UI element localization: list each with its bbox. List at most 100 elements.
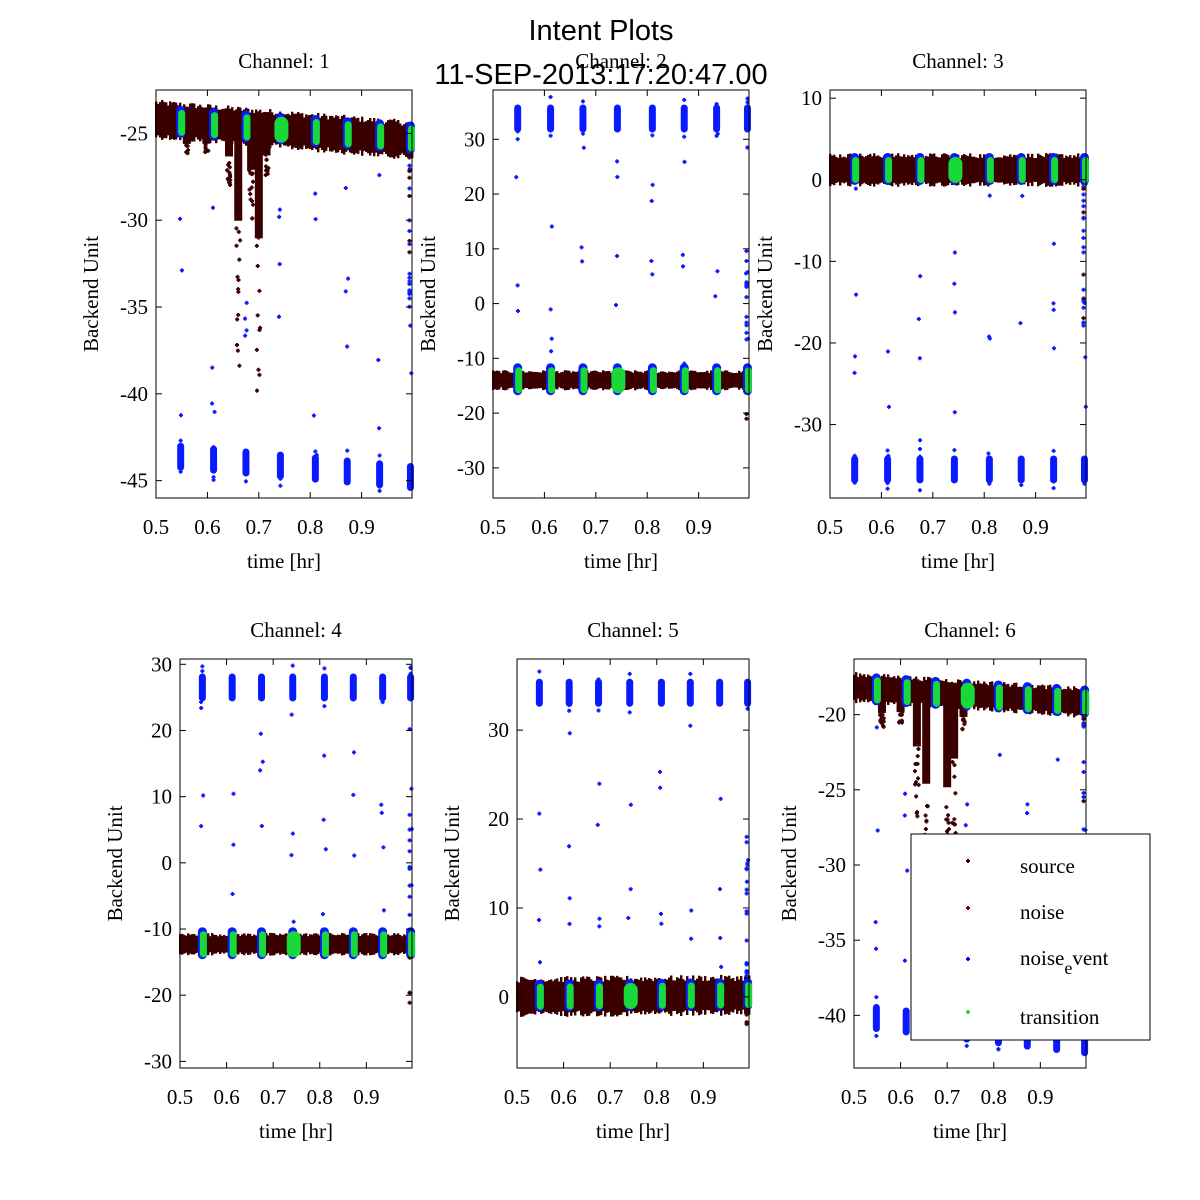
source-band-column — [891, 677, 894, 703]
source-band-column — [923, 676, 926, 708]
source-band-column — [331, 115, 334, 152]
noise-event-point — [1054, 1041, 1059, 1046]
source-band-column — [1035, 157, 1038, 182]
noise-event-point — [290, 831, 295, 836]
noise-event-point — [514, 175, 519, 180]
source-band-column — [644, 977, 647, 1015]
source-band-column — [277, 935, 280, 954]
source-band-column — [1073, 155, 1076, 185]
noise-event-point — [567, 708, 572, 713]
source-band-column — [606, 371, 609, 390]
noise-event-point — [1055, 757, 1060, 762]
source-point — [238, 238, 243, 243]
source-band-column — [959, 679, 962, 709]
source-band-column — [387, 934, 390, 955]
source-band-column — [395, 934, 398, 954]
source-band-column — [335, 935, 338, 954]
noise-event-point — [986, 451, 991, 456]
x-axis-label: time [hr] — [247, 549, 321, 573]
noise-event-point — [952, 448, 957, 453]
source-point — [924, 745, 929, 750]
noise-event-point — [289, 712, 294, 717]
source-band-column — [315, 933, 318, 956]
source-band-column — [843, 156, 846, 184]
source-point — [914, 794, 919, 799]
noise-event-point — [1081, 245, 1086, 250]
source-point — [254, 243, 259, 248]
noise-event-point — [377, 173, 382, 178]
source-point — [234, 226, 239, 231]
source-band-column — [588, 976, 591, 1016]
source-band-column — [1017, 686, 1020, 710]
source-band-column — [698, 975, 701, 1016]
source-band-column — [644, 371, 647, 390]
source-band-column — [1003, 682, 1006, 713]
source-band-column — [173, 101, 176, 140]
source-band-column — [656, 373, 659, 388]
noise-event-point — [917, 488, 922, 493]
source-point — [264, 157, 269, 162]
noise-event-point — [381, 908, 386, 913]
source-band-column — [502, 370, 505, 390]
source-band-column — [861, 155, 864, 185]
noise-event-point — [997, 752, 1002, 757]
source-band-column — [869, 675, 872, 702]
source-band-column — [977, 680, 980, 711]
source-point — [878, 718, 883, 723]
source-band-column — [576, 371, 579, 389]
source-band-column — [345, 934, 348, 954]
source-band-column — [273, 933, 276, 956]
x-tick-label: 0.7 — [597, 1085, 623, 1109]
noise-event-point — [379, 802, 384, 807]
source-point — [943, 695, 948, 700]
source-point — [250, 171, 255, 176]
transition-cluster — [917, 156, 925, 183]
source-band-column — [570, 372, 573, 388]
noise-event-point — [1018, 321, 1023, 326]
source-band-column — [1075, 688, 1078, 716]
source-point — [916, 776, 921, 781]
source-tail — [254, 127, 263, 239]
source-point — [237, 257, 242, 262]
x-tick-label: 0.6 — [213, 1085, 239, 1109]
x-tick-label: 0.9 — [690, 1085, 716, 1109]
source-band-column — [1073, 686, 1076, 718]
source-band-column — [201, 107, 204, 140]
noise-event-point — [580, 259, 585, 264]
source-band-column — [247, 933, 250, 955]
source-point — [256, 155, 261, 160]
y-tick-label: -30 — [818, 853, 846, 877]
source-band-column — [1069, 155, 1072, 185]
source-band-column — [540, 372, 543, 389]
source-point — [953, 704, 958, 709]
source-point — [203, 145, 208, 150]
source-band-column — [702, 980, 705, 1011]
noise-event-point — [744, 320, 749, 325]
source-band-column — [367, 120, 370, 154]
source-band-column — [666, 372, 669, 388]
transition-cluster — [321, 931, 329, 958]
source-band-column — [1037, 153, 1040, 187]
source-point — [945, 740, 950, 745]
transition-cluster — [407, 125, 415, 152]
source-band-column — [550, 979, 553, 1014]
noise-event-point — [628, 802, 633, 807]
noise-event-point — [258, 731, 263, 736]
source-point — [744, 412, 749, 417]
noise-event-point — [627, 710, 632, 715]
source-point — [923, 826, 928, 831]
noise-event-point — [351, 750, 356, 755]
source-band-column — [1063, 157, 1066, 182]
source-band-column — [1063, 688, 1066, 714]
noise-event-point — [657, 769, 662, 774]
noise-event-point — [682, 361, 687, 366]
noise-event-point — [874, 946, 879, 951]
source-band-column — [562, 371, 565, 389]
noise-event-point — [377, 484, 382, 489]
source-band-column — [331, 934, 334, 955]
source-band-column — [937, 157, 940, 183]
noise-event-point — [1025, 1042, 1030, 1047]
noise-event-point — [350, 927, 355, 932]
source-band-column — [979, 154, 982, 186]
transition-cluster — [1081, 156, 1089, 183]
